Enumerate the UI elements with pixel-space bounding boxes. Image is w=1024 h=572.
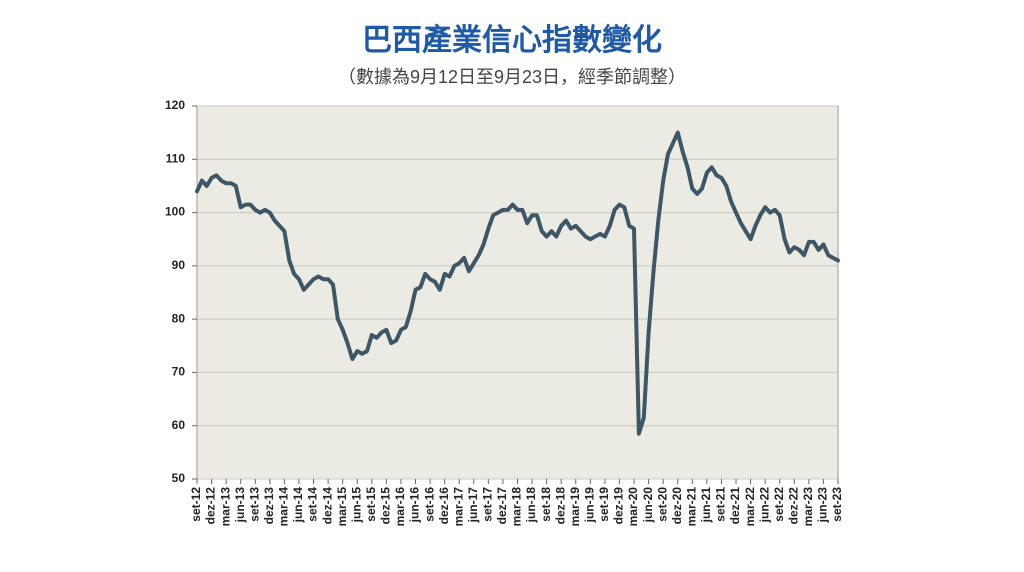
x-tick-label: dez-15 <box>379 487 393 525</box>
x-tick-label: set-21 <box>714 487 728 522</box>
x-tick-label: jun-22 <box>757 487 771 524</box>
x-tick-label: mar-21 <box>684 487 698 527</box>
y-tick-label: 90 <box>172 258 186 272</box>
y-tick-label: 70 <box>172 365 186 379</box>
x-tick-label: jun-20 <box>641 487 655 524</box>
x-tick-label: dez-18 <box>553 487 567 525</box>
y-tick-label: 110 <box>166 151 186 165</box>
plot-area <box>196 105 839 480</box>
x-tick-label: set-16 <box>422 487 436 522</box>
y-tick-label: 120 <box>165 98 185 112</box>
x-tick-label: set-22 <box>772 487 786 522</box>
y-tick-label: 80 <box>172 311 186 325</box>
x-tick-label: jun-14 <box>291 487 305 524</box>
x-tick-label: set-20 <box>655 487 669 522</box>
x-tick-label: dez-13 <box>262 487 276 525</box>
x-tick-label: mar-19 <box>568 487 582 527</box>
chart-subtitle: （數據為9月12日至9月23日，經季節調整） <box>338 67 686 87</box>
x-tick-label: dez-14 <box>320 487 334 525</box>
x-tick-label: set-23 <box>830 487 844 522</box>
x-tick-label: dez-19 <box>612 487 626 525</box>
x-tick-label: set-17 <box>481 487 495 522</box>
x-tick-label: set-19 <box>597 487 611 522</box>
x-tick-label: mar-22 <box>743 487 757 527</box>
x-tick-label: jun-23 <box>816 487 830 524</box>
x-tick-label: jun-13 <box>233 487 247 524</box>
x-tick-label: mar-17 <box>451 487 465 527</box>
x-tick-label: jun-21 <box>699 487 713 524</box>
y-tick-label: 50 <box>172 471 186 485</box>
x-tick-label: set-13 <box>247 487 261 522</box>
x-tick-label: jun-18 <box>524 487 538 524</box>
x-tick-label: dez-21 <box>728 487 742 525</box>
x-tick-label: jun-19 <box>583 487 597 524</box>
x-tick-label: set-12 <box>189 487 203 522</box>
x-tick-label: dez-20 <box>670 487 684 525</box>
x-tick-label: mar-13 <box>218 487 232 527</box>
x-tick-label: dez-22 <box>786 487 800 525</box>
x-tick-label: jun-16 <box>408 487 422 524</box>
x-tick-label: set-18 <box>539 487 553 522</box>
y-tick-label: 100 <box>165 205 185 219</box>
x-tick-label: mar-14 <box>277 487 291 527</box>
x-tick-label: mar-23 <box>801 487 815 527</box>
x-tick-label: mar-20 <box>626 487 640 527</box>
x-tick-label: mar-15 <box>335 487 349 527</box>
x-tick-label: mar-18 <box>510 487 524 527</box>
x-tick-label: set-14 <box>306 487 320 522</box>
x-tick-label: jun-15 <box>349 487 363 524</box>
chart-title: 巴西產業信心指數變化 <box>362 23 662 57</box>
x-tick-label: dez-12 <box>204 487 218 525</box>
y-tick-label: 60 <box>172 418 186 432</box>
x-tick-label: set-15 <box>364 487 378 522</box>
data-line <box>195 130 840 436</box>
x-tick-label: jun-17 <box>466 487 480 524</box>
x-tick-label: mar-16 <box>393 487 407 527</box>
x-tick-label: dez-16 <box>437 487 451 525</box>
x-tick-label: dez-17 <box>495 487 509 525</box>
